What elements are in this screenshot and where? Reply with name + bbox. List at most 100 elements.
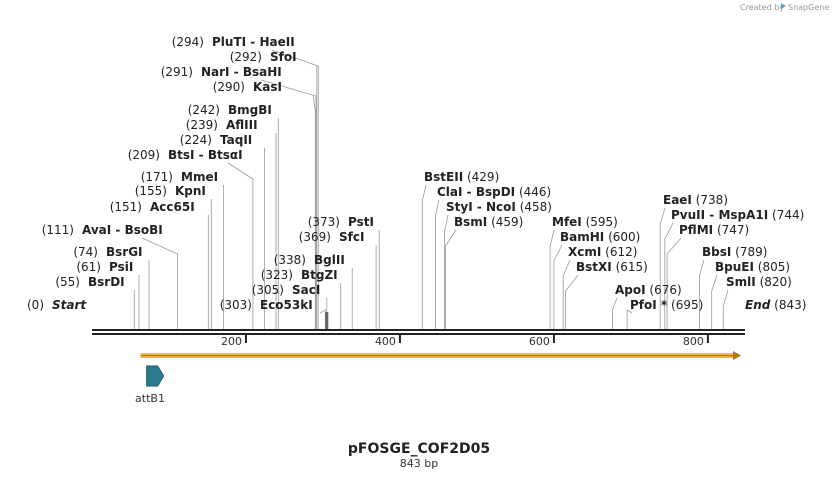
site-label-bsrgi[interactable]: BsrGI xyxy=(106,245,143,259)
site-pos-kasi: (290) xyxy=(213,80,245,94)
axis-tick-label-600: 600 xyxy=(529,335,550,348)
leader-bbsi xyxy=(699,259,705,329)
site-pos-sfci: (369) xyxy=(299,230,331,244)
leader-smli xyxy=(722,289,729,329)
site-pos-sfoi: (292) xyxy=(230,50,262,64)
site-label-sfoi[interactable]: SfoI xyxy=(270,50,297,64)
axis-tick-label-800: 800 xyxy=(683,335,704,348)
site-label-start[interactable]: Start xyxy=(52,298,87,312)
leader-eaei xyxy=(659,207,666,329)
leader-bstxi xyxy=(565,274,579,329)
site-label-psii[interactable]: PsiI xyxy=(109,260,133,274)
leader-eco53ki xyxy=(319,309,326,329)
site-label-bmgbi[interactable]: BmgBI xyxy=(228,103,272,117)
snapgene-logo-icon xyxy=(781,3,786,9)
site-label-taqii[interactable]: TaqII xyxy=(220,133,252,147)
leader-apoi xyxy=(612,297,618,329)
site-label-btsi[interactable]: BtsI - BtsαI xyxy=(168,148,243,162)
site-label-end[interactable]: End (843) xyxy=(745,298,806,312)
site-pos-eco53ki: (303) xyxy=(220,298,252,312)
site-label-kasi[interactable]: KasI xyxy=(253,80,282,94)
site-label-bbsi[interactable]: BbsI (789) xyxy=(702,245,767,259)
site-pos-bsrdi: (55) xyxy=(55,275,80,289)
leader-avai xyxy=(141,237,178,329)
site-pos-nari: (291) xyxy=(161,65,193,79)
site-label-saci[interactable]: SacI xyxy=(292,283,320,297)
site-pos-bsrgi: (74) xyxy=(73,245,98,259)
site-pos-taqii: (224) xyxy=(180,133,212,147)
site-label-kpni[interactable]: KpnI xyxy=(175,184,206,198)
site-pos-bglii: (338) xyxy=(274,253,306,267)
site-pos-psii: (61) xyxy=(76,260,101,274)
leader-pluti xyxy=(271,49,319,329)
site-label-psti[interactable]: PstI xyxy=(348,215,374,229)
site-label-eco53ki[interactable]: Eco53kI xyxy=(260,298,313,312)
site-pos-btsi: (209) xyxy=(128,148,160,162)
site-label-sfci[interactable]: SfcI xyxy=(339,230,364,244)
orf-arrow xyxy=(140,351,741,360)
plasmid-length: 843 bp xyxy=(400,457,438,470)
site-label-styi[interactable]: StyI - NcoI (458) xyxy=(446,200,552,214)
leader-bpuei xyxy=(711,274,718,329)
site-label-smli[interactable]: SmlI (820) xyxy=(726,275,792,289)
site-label-pfoi[interactable]: PfoI * (695) xyxy=(630,298,703,312)
site-label-bamhi[interactable]: BamHI (600) xyxy=(560,230,640,244)
site-label-bpuei[interactable]: BpuEI (805) xyxy=(715,260,790,274)
sac-site-marker xyxy=(325,312,329,329)
leader-pvuii xyxy=(664,222,674,329)
leader-nari xyxy=(260,79,317,329)
site-label-bsteii[interactable]: BstEII (429) xyxy=(424,170,499,184)
leader-clai xyxy=(435,199,440,329)
site-pos-mmei: (171) xyxy=(141,170,173,184)
credit-brand: SnapGene xyxy=(788,3,829,12)
axis-tick-label-400: 400 xyxy=(375,335,396,348)
site-label-pflmi[interactable]: PflMI (747) xyxy=(679,223,749,237)
plasmid-title: pFOSGE_COF2D05 xyxy=(348,441,490,457)
site-label-acc65i[interactable]: Acc65I xyxy=(150,200,195,214)
site-label-pvuii[interactable]: PvuII - MspA1I (744) xyxy=(671,208,804,222)
site-label-mmei[interactable]: MmeI xyxy=(181,170,218,184)
site-label-clai[interactable]: ClaI - BspDI (446) xyxy=(437,185,551,199)
leader-kasi xyxy=(312,94,316,329)
site-pos-saci: (305) xyxy=(252,283,284,297)
backbone-top-strand xyxy=(92,329,745,331)
site-label-nari[interactable]: NarI - BsaHI xyxy=(201,65,282,79)
site-pos-kpni: (155) xyxy=(135,184,167,198)
site-label-bsrdi[interactable]: BsrDI xyxy=(88,275,125,289)
site-pos-bmgbi: (242) xyxy=(188,103,220,117)
axis-ticks: 200 400 600 800 xyxy=(221,335,709,348)
site-label-bstxi[interactable]: BstXI (615) xyxy=(576,260,648,274)
site-pos-avai: (111) xyxy=(42,223,74,237)
site-pos-psti: (373) xyxy=(308,215,340,229)
axis-tick-label-200: 200 xyxy=(221,335,242,348)
site-pos-pluti: (294) xyxy=(172,35,204,49)
site-pos-start: (0) xyxy=(27,298,44,312)
site-label-afliii[interactable]: AflIII xyxy=(226,118,258,132)
leader-bamhi xyxy=(553,244,563,329)
site-label-xcmi[interactable]: XcmI (612) xyxy=(568,245,637,259)
site-label-eaei[interactable]: EaeI (738) xyxy=(663,193,728,207)
site-label-mfei[interactable]: MfeI (595) xyxy=(552,215,618,229)
site-label-bsmi[interactable]: BsmI (459) xyxy=(454,215,523,229)
site-label-apoi[interactable]: ApoI (676) xyxy=(615,283,682,297)
site-label-avai[interactable]: AvaI - BsoBI xyxy=(82,223,163,237)
leader-pflmi xyxy=(666,237,682,329)
leader-styi xyxy=(444,214,449,329)
site-leader-lines xyxy=(133,49,729,329)
site-pos-btgzi: (323) xyxy=(261,268,293,282)
attb1-label: attB1 xyxy=(135,392,165,405)
leader-bsmi xyxy=(445,229,457,329)
leader-mfei xyxy=(549,229,555,329)
site-label-pluti[interactable]: PluTI - HaeII xyxy=(212,35,295,49)
site-label-bglii[interactable]: BglII xyxy=(314,253,345,267)
site-pos-acc65i: (151) xyxy=(110,200,142,214)
backbone-bottom-strand xyxy=(92,333,745,335)
site-pos-afliii: (239) xyxy=(186,118,218,132)
leader-btsi xyxy=(227,162,254,329)
leader-bsteii xyxy=(421,184,427,329)
attb1-feature[interactable] xyxy=(146,365,165,387)
leader-xcmi xyxy=(562,259,571,329)
site-label-btgzi[interactable]: BtgZI xyxy=(301,268,338,282)
site-labels: (0) Start (55) BsrDI(61) PsiI (74) BsrGI (111) A… xyxy=(27,35,806,312)
